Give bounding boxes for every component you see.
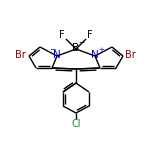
Text: +: + bbox=[98, 47, 104, 53]
Text: N: N bbox=[91, 50, 99, 60]
Text: F: F bbox=[59, 30, 65, 40]
Text: Cl: Cl bbox=[71, 119, 81, 129]
Text: −: − bbox=[49, 45, 55, 55]
Text: −: − bbox=[78, 38, 84, 47]
Text: B: B bbox=[73, 43, 79, 53]
Text: Br: Br bbox=[125, 50, 135, 60]
Text: Br: Br bbox=[15, 50, 25, 60]
Text: N: N bbox=[53, 50, 61, 60]
Text: F: F bbox=[87, 30, 93, 40]
